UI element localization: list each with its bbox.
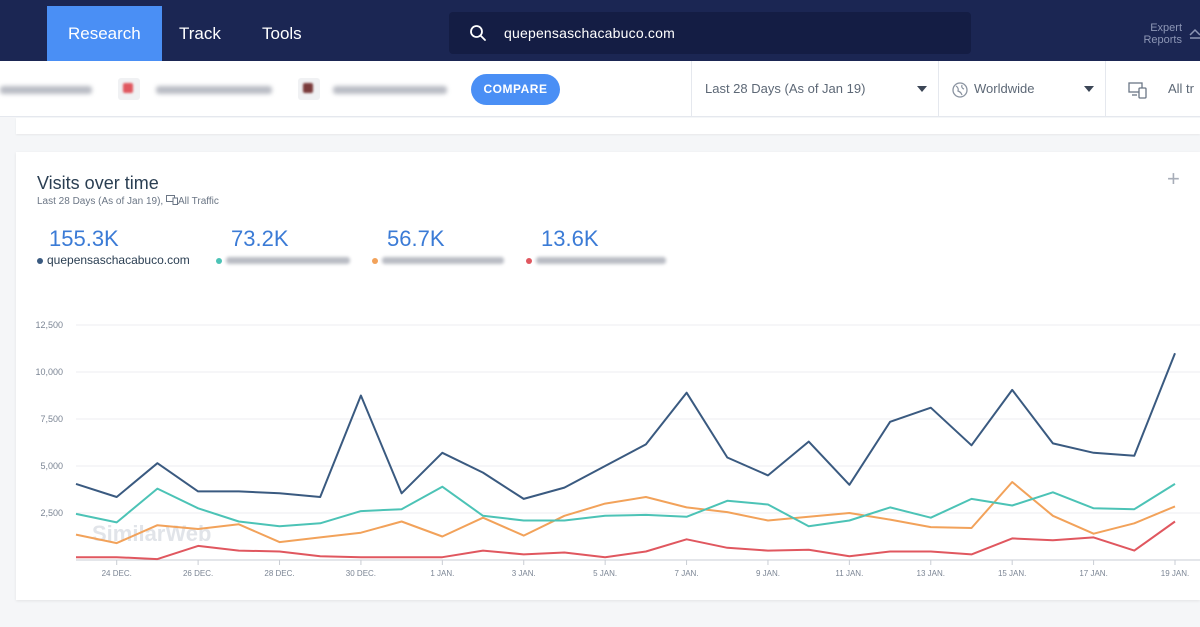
subtitle-traffic: All Traffic [177,196,219,207]
card-subtitle: Last 28 Days (As of Jan 19), All Traffic [37,195,219,207]
divider [691,61,692,117]
metric-site-2[interactable]: 73.2K [216,226,350,267]
search-value: quepensaschacabuco.com [504,25,675,41]
add-icon[interactable]: + [1167,166,1180,191]
x-tick-label: 15 JAN. [998,569,1026,578]
metric-value: 13.6K [541,226,599,251]
metric-label-hidden [382,257,504,265]
x-tick-label: 30 DEC. [346,569,376,578]
expert-label: Expert [1150,22,1182,34]
site-favicon [298,78,320,100]
date-range-dropdown[interactable]: Last 28 Days (As of Jan 19) [705,61,935,117]
series-line-1[interactable] [75,352,1176,500]
legend-dot [216,257,222,264]
search-input[interactable]: quepensaschacabuco.com [449,12,971,54]
series-line-2[interactable] [75,483,1176,528]
region-label: Worldwide [974,81,1035,96]
x-tick-label: 26 DEC. [183,569,213,578]
expert-reports-link[interactable]: Expert Reports [1138,22,1182,46]
metric-value: 155.3K [49,226,119,251]
date-range-label: Last 28 Days (As of Jan 19) [705,81,866,96]
metric-label-hidden [226,257,350,265]
search-icon [470,25,486,41]
legend-dot [37,257,43,264]
legend-dot [372,257,378,264]
compare-bar: COMPARE Last 28 Days (As of Jan 19) Worl… [0,61,1200,117]
metric-label-hidden [536,257,666,265]
metric-value: 73.2K [231,226,289,251]
site-favicon [118,78,140,100]
x-tick-label: 19 JAN. [1161,569,1189,578]
competitor-site-1[interactable] [0,86,92,94]
y-tick-label: 7,500 [40,414,63,424]
reports-label: Reports [1143,34,1182,46]
metric-site-1[interactable]: 155.3K quepensaschacabuco.com [37,226,190,267]
devices-icon [165,195,178,205]
x-tick-label: 24 DEC. [102,569,132,578]
metric-site-3[interactable]: 56.7K [372,226,504,267]
x-tick-label: 9 JAN. [756,569,780,578]
legend-dot [526,257,532,264]
top-nav: Research Track Tools quepensaschacabuco.… [0,0,1200,61]
y-tick-label: 10,000 [35,367,63,377]
x-tick-label: 7 JAN. [675,569,699,578]
metric-site-4[interactable]: 13.6K [526,226,666,267]
x-tick-label: 11 JAN. [835,569,863,578]
chevron-down-icon [1084,86,1094,92]
chevron-down-icon [917,86,927,92]
x-tick-label: 17 JAN. [1079,569,1107,578]
metric-value: 56.7K [387,226,445,251]
metric-label: quepensaschacabuco.com [47,253,190,267]
subtitle-date: Last 28 Days (As of Jan 19), [37,196,164,207]
visits-over-time-card: Visits over time Last 28 Days (As of Jan… [16,152,1200,600]
y-tick-label: 5,000 [40,461,63,471]
x-tick-label: 1 JAN. [430,569,454,578]
tab-track[interactable]: Track [179,24,221,43]
traffic-dropdown[interactable]: All tr [1128,61,1200,117]
competitor-site-2[interactable] [156,86,272,94]
compare-button[interactable]: COMPARE [471,74,560,105]
x-tick-label: 13 JAN. [917,569,945,578]
globe-icon [952,81,968,98]
x-tick-label: 3 JAN. [512,569,536,578]
x-tick-label: 5 JAN. [593,569,617,578]
series-line-4[interactable] [76,520,1176,561]
region-dropdown[interactable]: Worldwide [952,61,1102,117]
tab-tools[interactable]: Tools [262,24,302,43]
series-line-3[interactable] [75,481,1176,545]
x-tick-label: 28 DEC. [264,569,294,578]
previous-card [16,118,1200,134]
competitor-site-3[interactable] [333,86,447,94]
traffic-label: All tr [1168,81,1194,96]
divider [1105,61,1106,117]
card-title: Visits over time [37,173,159,193]
y-tick-label: 2,500 [40,508,63,518]
divider [938,61,939,117]
y-tick-label: 12,500 [35,320,63,330]
tab-research[interactable]: Research [47,6,162,61]
devices-icon [1128,81,1147,99]
reports-icon[interactable] [1188,26,1200,40]
